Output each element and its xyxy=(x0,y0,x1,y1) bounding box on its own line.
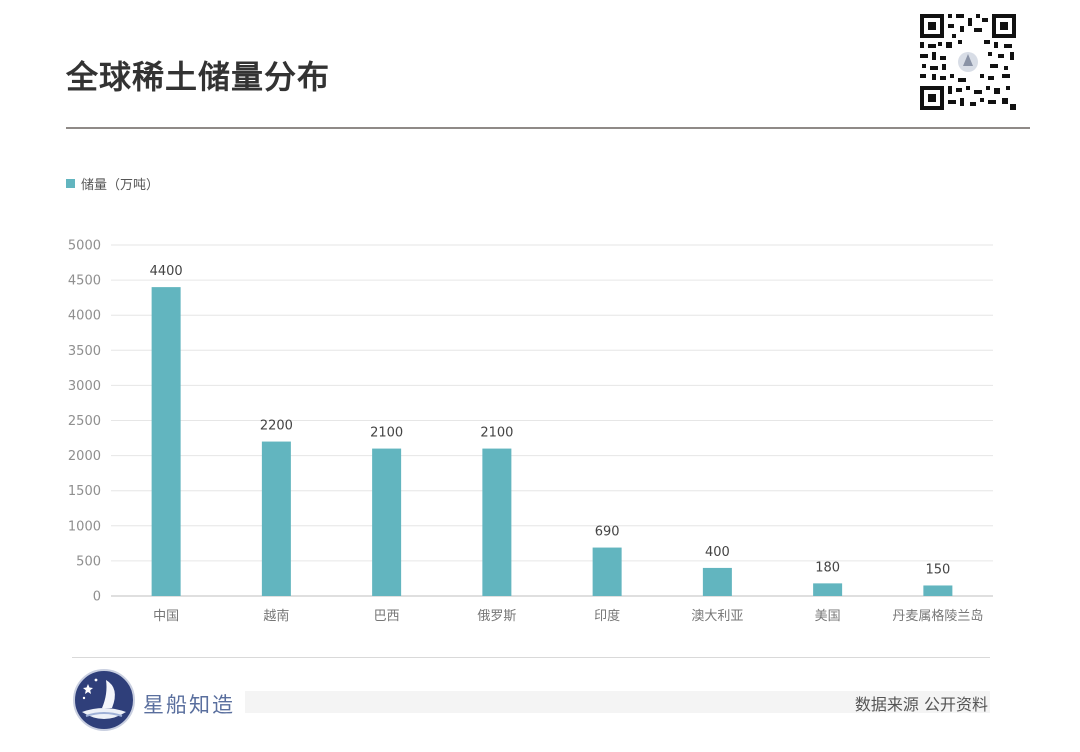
x-tick-label: 巴西 xyxy=(374,609,400,624)
page-title: 全球稀土储量分布 xyxy=(66,58,331,96)
data-label: 400 xyxy=(705,545,730,560)
y-tick-label: 500 xyxy=(76,554,101,569)
bar xyxy=(372,448,402,596)
gridlines xyxy=(111,244,993,597)
y-tick-label: 2000 xyxy=(68,449,101,464)
title-divider xyxy=(66,127,1030,129)
y-tick-label: 4500 xyxy=(68,274,101,289)
x-axis-ticks: 中国 越南 巴西 俄罗斯 印度 澳大利亚 美国 丹麦属格陵兰岛 xyxy=(153,608,983,624)
bars xyxy=(151,287,953,596)
y-tick-label: 3000 xyxy=(68,379,101,394)
data-label: 150 xyxy=(925,562,950,577)
data-label: 2100 xyxy=(480,426,513,441)
x-tick-label: 俄罗斯 xyxy=(477,609,516,624)
legend-swatch xyxy=(66,178,75,188)
y-tick-label: 2500 xyxy=(68,414,101,429)
ship-logo-icon xyxy=(73,669,135,731)
data-label: 2100 xyxy=(370,426,403,441)
bar xyxy=(482,448,512,596)
y-tick-label: 3500 xyxy=(68,344,101,359)
data-label: 690 xyxy=(595,525,620,540)
data-label: 180 xyxy=(815,560,840,575)
x-tick-label: 丹麦属格陵兰岛 xyxy=(892,608,983,624)
bar xyxy=(261,441,291,596)
x-tick-label: 印度 xyxy=(594,608,620,624)
brand-name: 星船知造 xyxy=(143,693,235,717)
legend-label: 储量（万吨） xyxy=(81,177,160,193)
y-tick-label: 4000 xyxy=(68,309,101,324)
data-label: 4400 xyxy=(150,264,183,279)
bar xyxy=(151,287,181,596)
x-tick-label: 澳大利亚 xyxy=(691,608,743,624)
footer-divider xyxy=(72,657,990,658)
bar xyxy=(702,567,732,596)
data-source: 数据来源 公开资料 xyxy=(854,695,988,714)
data-labels: 4400 2200 2100 2100 690 400 180 150 xyxy=(150,264,951,577)
qr-code-icon xyxy=(918,12,1018,112)
bar xyxy=(923,585,953,596)
footer-band xyxy=(245,691,990,713)
chart-legend: 储量（万吨） xyxy=(66,174,160,193)
y-axis-ticks: 0 500 1000 1500 2000 2500 3000 3500 4000 4500 5000 xyxy=(68,239,101,605)
x-tick-label: 美国 xyxy=(815,609,841,624)
bar xyxy=(592,547,622,596)
x-tick-label: 越南 xyxy=(263,608,289,624)
x-tick-label: 中国 xyxy=(153,609,179,624)
bar xyxy=(813,583,843,596)
y-tick-label: 1500 xyxy=(68,484,101,499)
data-label: 2200 xyxy=(260,419,293,434)
y-tick-label: 0 xyxy=(93,590,101,605)
y-tick-label: 5000 xyxy=(68,239,101,254)
y-tick-label: 1000 xyxy=(68,519,101,534)
